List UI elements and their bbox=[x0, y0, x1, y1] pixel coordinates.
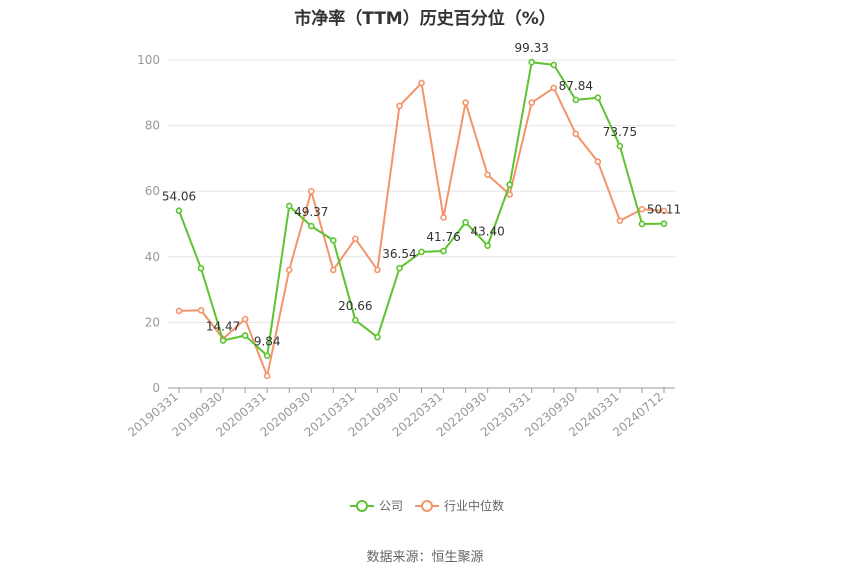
data-point bbox=[241, 332, 249, 339]
data-point bbox=[374, 266, 381, 274]
data-point bbox=[263, 352, 271, 360]
data-point bbox=[330, 237, 337, 244]
y-tick-label: 80 bbox=[145, 119, 160, 133]
data-point bbox=[616, 142, 624, 150]
data-point bbox=[241, 315, 249, 323]
data-label: 36.54 bbox=[382, 247, 416, 261]
data-point bbox=[484, 171, 491, 179]
data-point bbox=[285, 202, 293, 210]
data-point bbox=[175, 307, 183, 315]
data-label: 50.11 bbox=[647, 203, 681, 217]
chart-title: 市净率（TTM）历史百分位（%） bbox=[294, 9, 556, 29]
data-point bbox=[594, 158, 602, 165]
data-point bbox=[550, 61, 558, 69]
y-tick-label: 40 bbox=[145, 250, 160, 264]
y-tick-label: 60 bbox=[145, 184, 160, 198]
data-point bbox=[506, 181, 513, 188]
data-label: 9.84 bbox=[254, 335, 281, 349]
data-point bbox=[550, 84, 558, 92]
y-tick-label: 100 bbox=[137, 53, 160, 67]
data-label: 41.76 bbox=[426, 230, 460, 244]
data-point bbox=[263, 372, 271, 380]
data-point bbox=[440, 247, 447, 255]
data-point bbox=[396, 102, 403, 110]
data-point bbox=[572, 130, 580, 138]
series-line-industry-median bbox=[178, 82, 665, 377]
data-label: 49.37 bbox=[294, 205, 328, 219]
legend-label[interactable]: 行业中位数 bbox=[444, 498, 504, 513]
data-point bbox=[219, 337, 227, 344]
data-point bbox=[352, 235, 359, 243]
data-label: 43.40 bbox=[470, 225, 504, 239]
data-point bbox=[638, 205, 646, 213]
data-point bbox=[660, 220, 668, 227]
y-tick-label: 20 bbox=[145, 315, 160, 329]
data-label: 73.75 bbox=[603, 125, 637, 139]
data-point bbox=[285, 266, 293, 274]
data-point bbox=[175, 207, 183, 214]
data-point bbox=[330, 266, 337, 274]
y-tick-label: 0 bbox=[152, 381, 160, 395]
data-point bbox=[506, 191, 513, 198]
data-point bbox=[197, 264, 205, 272]
data-point bbox=[638, 220, 646, 228]
data-point bbox=[660, 207, 668, 215]
data-point bbox=[528, 99, 536, 106]
data-source: 数据来源：恒生聚源 bbox=[366, 550, 484, 565]
data-point bbox=[594, 94, 602, 102]
data-point bbox=[374, 333, 381, 341]
data-label: 54.06 bbox=[162, 190, 196, 204]
data-point bbox=[197, 306, 205, 314]
legend-marker[interactable] bbox=[421, 500, 433, 512]
data-point bbox=[616, 217, 624, 225]
data-point bbox=[396, 264, 403, 272]
series-line-company bbox=[178, 61, 665, 357]
data-label: 99.33 bbox=[515, 41, 549, 55]
data-point bbox=[418, 248, 425, 256]
data-point bbox=[307, 187, 315, 195]
data-point bbox=[484, 242, 491, 249]
data-point bbox=[440, 214, 447, 221]
data-point bbox=[462, 99, 469, 106]
data-point bbox=[572, 96, 580, 104]
data-point bbox=[352, 316, 359, 324]
legend-label[interactable]: 公司 bbox=[379, 499, 403, 513]
legend-marker[interactable] bbox=[356, 500, 368, 512]
data-point bbox=[307, 222, 315, 230]
data-point bbox=[462, 219, 469, 226]
data-label: 20.66 bbox=[338, 299, 372, 313]
data-label: 14.47 bbox=[206, 320, 240, 334]
data-point bbox=[418, 79, 425, 87]
data-label: 87.84 bbox=[559, 79, 593, 93]
data-point bbox=[528, 58, 536, 66]
